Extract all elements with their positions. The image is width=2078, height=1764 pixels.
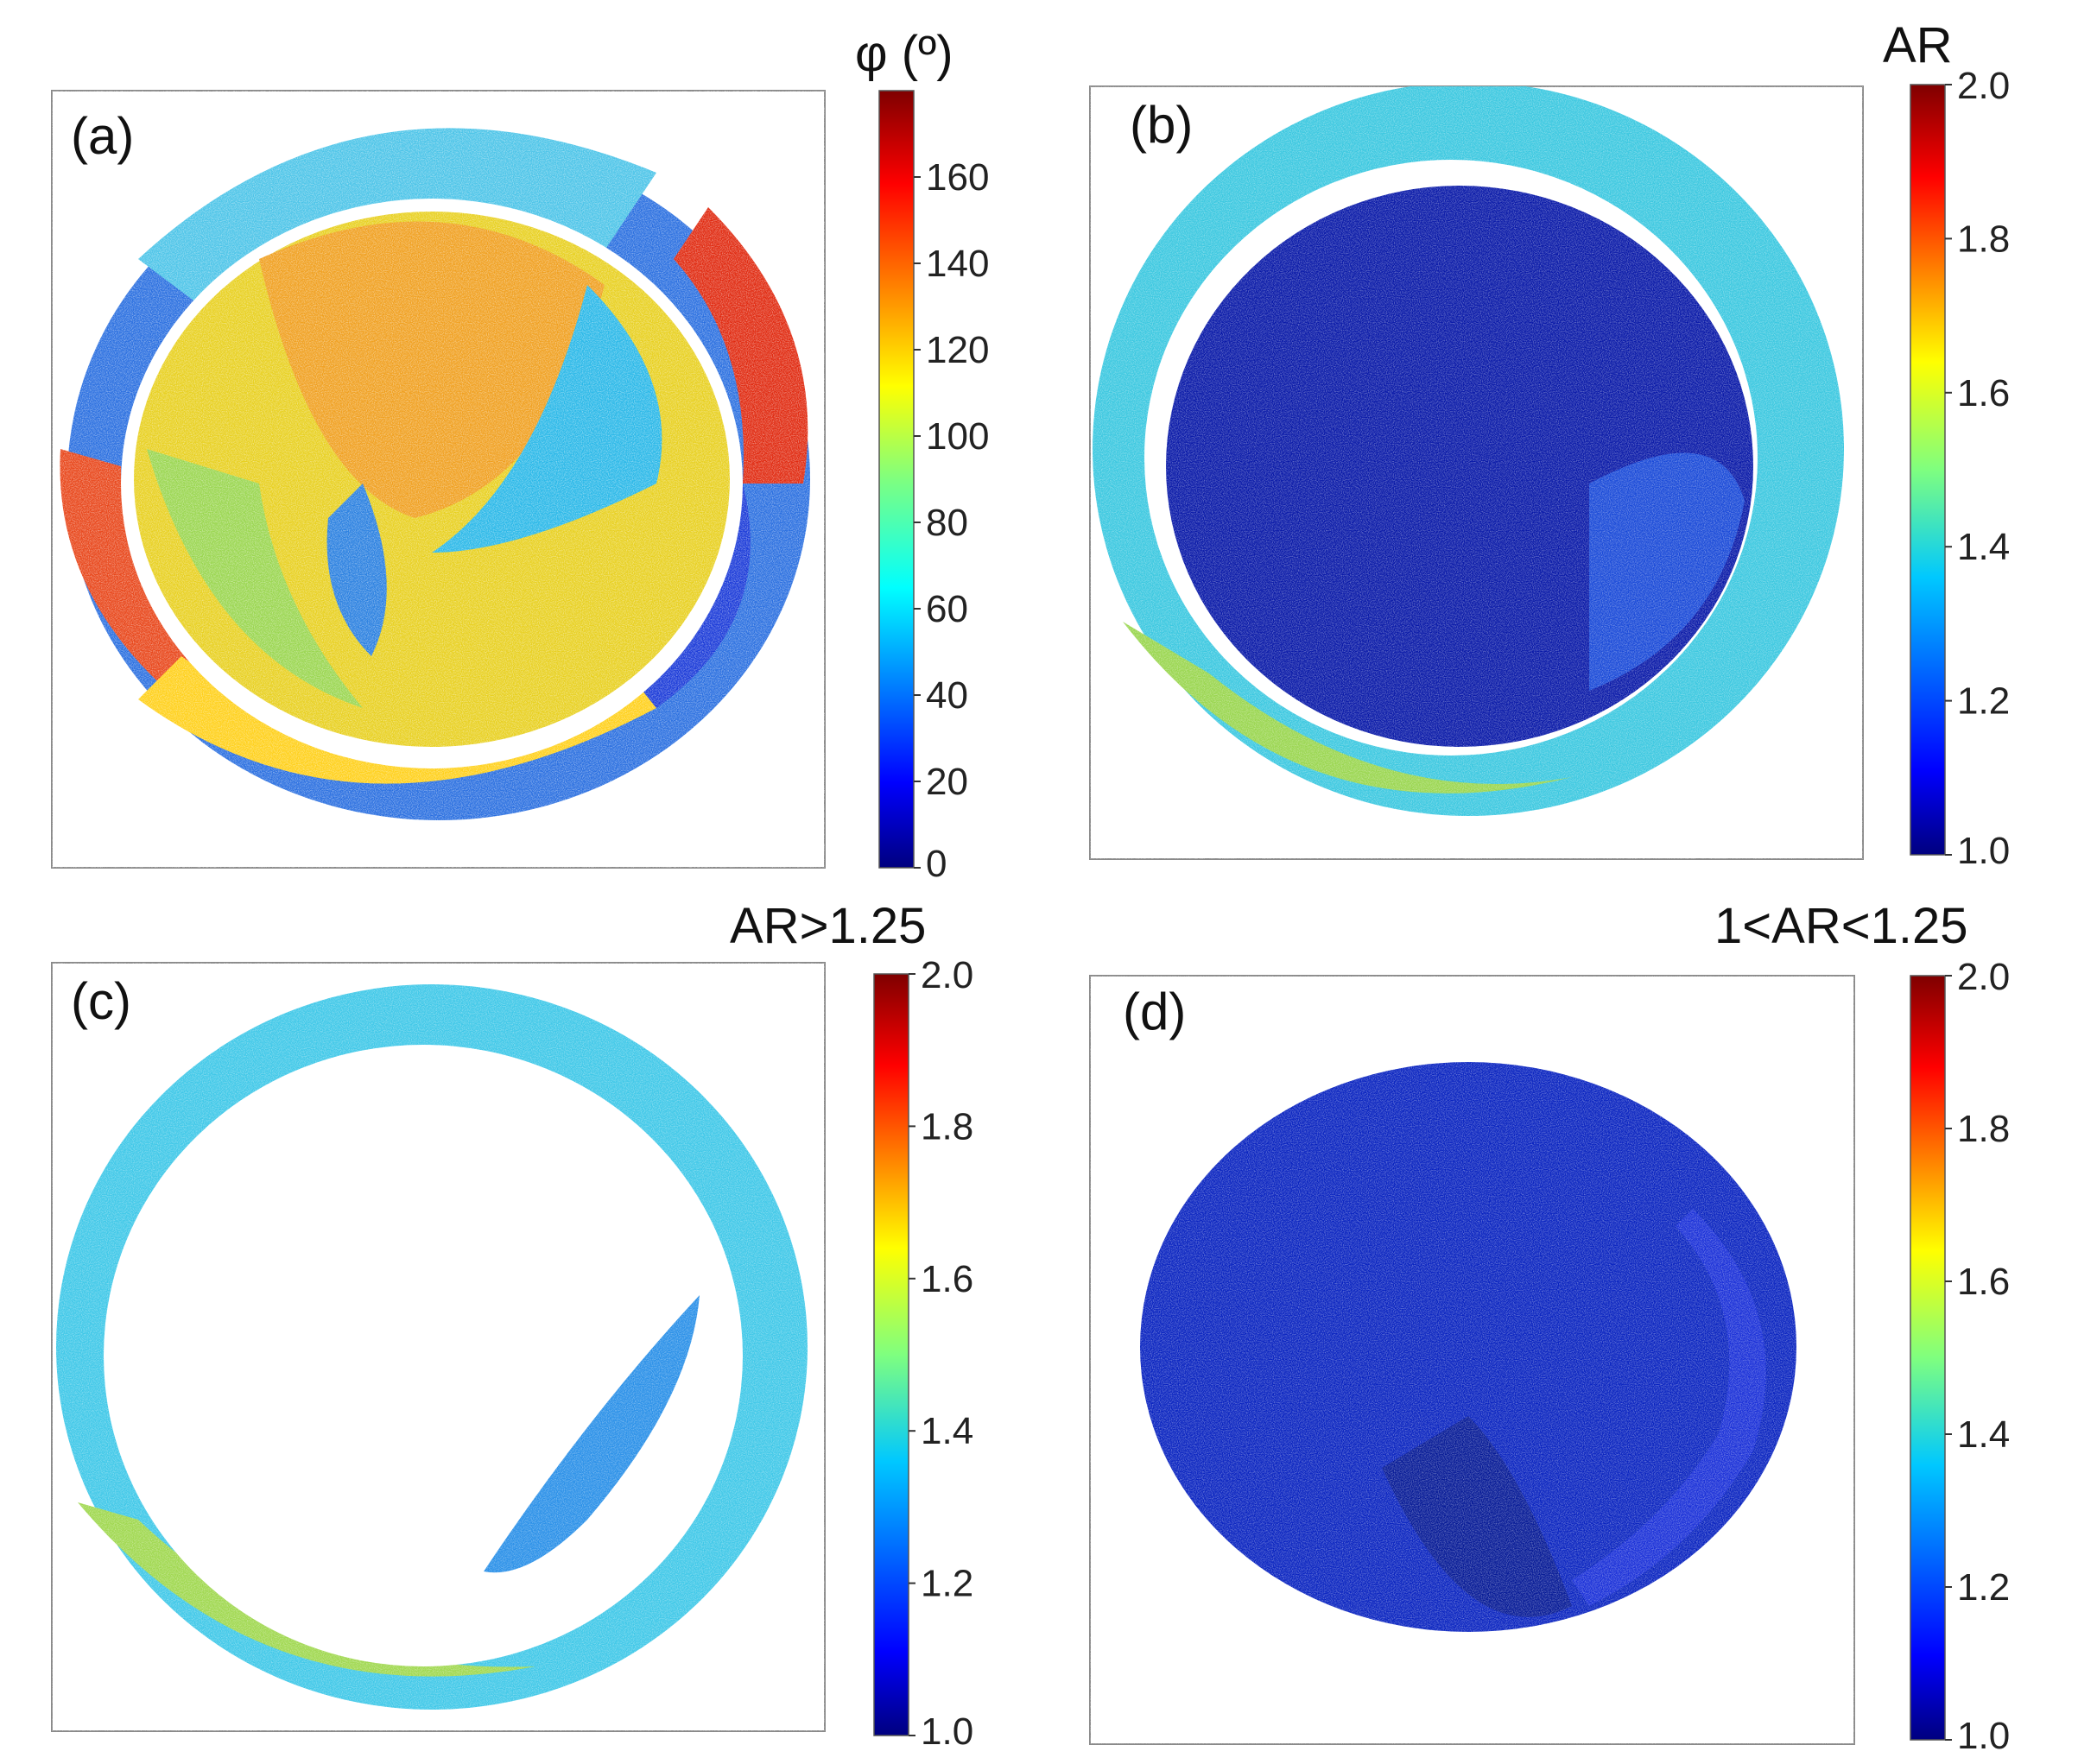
panel-c-colorbar-ticks: 1.0 1.2 1.4 1.6 1.8 2.0 [909,954,973,1753]
panel-b-texture [1090,86,1863,859]
panel-d: (d) 1<AR<1.25 1.0 1.2 1.4 1.6 1.8 2.0 [1089,898,2010,1757]
panel-b-label: (b) [1130,96,1193,154]
panel-c-colorbar [874,974,909,1736]
panel-c-texture [52,963,825,1731]
panel-b: (b) AR 1.0 1.2 1.4 1.6 1.8 2.0 [1089,17,2010,872]
colorbar-tick-label: 1.6 [1957,372,2010,414]
colorbar-tick-label: 140 [926,243,989,285]
colorbar-tick-label: 1.2 [921,1563,973,1605]
panel-b-heatmap [1090,86,1863,859]
panel-a-colorbar-title: φ (º) [855,26,953,82]
panel-a: (a) φ (º) 0 20 40 60 80 100 120 140 160 [51,26,989,885]
panel-c: (c) AR>1.25 1.0 1.2 1.4 1.6 1.8 2.0 [51,898,973,1753]
panel-a-texture [52,91,825,868]
colorbar-tick-label: 60 [926,588,968,630]
colorbar-tick-label: 1.2 [1957,680,2010,723]
panel-b-colorbar-title: AR [1883,17,1953,73]
panel-a-colorbar-frame [878,90,915,869]
panel-c-heatmap [52,963,825,1731]
colorbar-tick-label: 1.4 [921,1410,973,1452]
colorbar-tick-label: 1.0 [1957,830,2010,872]
colorbar-tick-label: 100 [926,415,989,458]
colorbar-tick-label: 1.0 [1957,1715,2010,1757]
colorbar-tick-label: 20 [926,761,968,803]
panel-d-colorbar-ticks: 1.0 1.2 1.4 1.6 1.8 2.0 [1945,956,2010,1757]
panel-a-label: (a) [71,107,134,165]
panel-d-colorbar-frame [1910,975,1946,1741]
colorbar-tick-label: 1.8 [921,1105,973,1148]
panel-a-colorbar [879,91,914,868]
colorbar-tick-label: 1.8 [1957,1108,2010,1150]
colorbar-tick-label: 2.0 [921,954,973,996]
colorbar-tick-label: 120 [926,329,989,371]
panel-c-colorbar-title: AR>1.25 [730,898,926,954]
panel-b-colorbar-ticks: 1.0 1.2 1.4 1.6 1.8 2.0 [1945,65,2010,872]
panel-d-texture [1090,976,1854,1744]
panel-a-colorbar-ticks: 0 20 40 60 80 100 120 140 160 [914,156,989,885]
colorbar-tick-label: 1.6 [1957,1261,2010,1303]
colorbar-tick-label: 2.0 [1957,65,2010,107]
colorbar-tick-label: 40 [926,674,968,717]
colorbar-tick-label: 0 [926,843,947,885]
panel-c-label: (c) [71,972,131,1030]
panel-b-colorbar-frame [1910,84,1946,856]
colorbar-tick-label: 1.6 [921,1258,973,1300]
panel-c-colorbar-frame [873,973,909,1736]
panel-d-colorbar [1910,976,1945,1740]
colorbar-tick-label: 1.8 [1957,218,2010,260]
panel-d-label: (d) [1123,983,1186,1040]
colorbar-tick-label: 1.0 [921,1710,973,1753]
panel-b-colorbar [1910,85,1945,855]
colorbar-tick-label: 160 [926,156,989,199]
panel-d-colorbar-title: 1<AR<1.25 [1714,898,1967,954]
colorbar-tick-label: 80 [926,502,968,544]
panel-d-heatmap [1090,976,1854,1744]
colorbar-tick-label: 2.0 [1957,956,2010,998]
colorbar-tick-label: 1.4 [1957,526,2010,568]
panel-a-heatmap [52,91,825,868]
colorbar-tick-label: 1.4 [1957,1413,2010,1456]
colorbar-tick-label: 1.2 [1957,1566,2010,1609]
